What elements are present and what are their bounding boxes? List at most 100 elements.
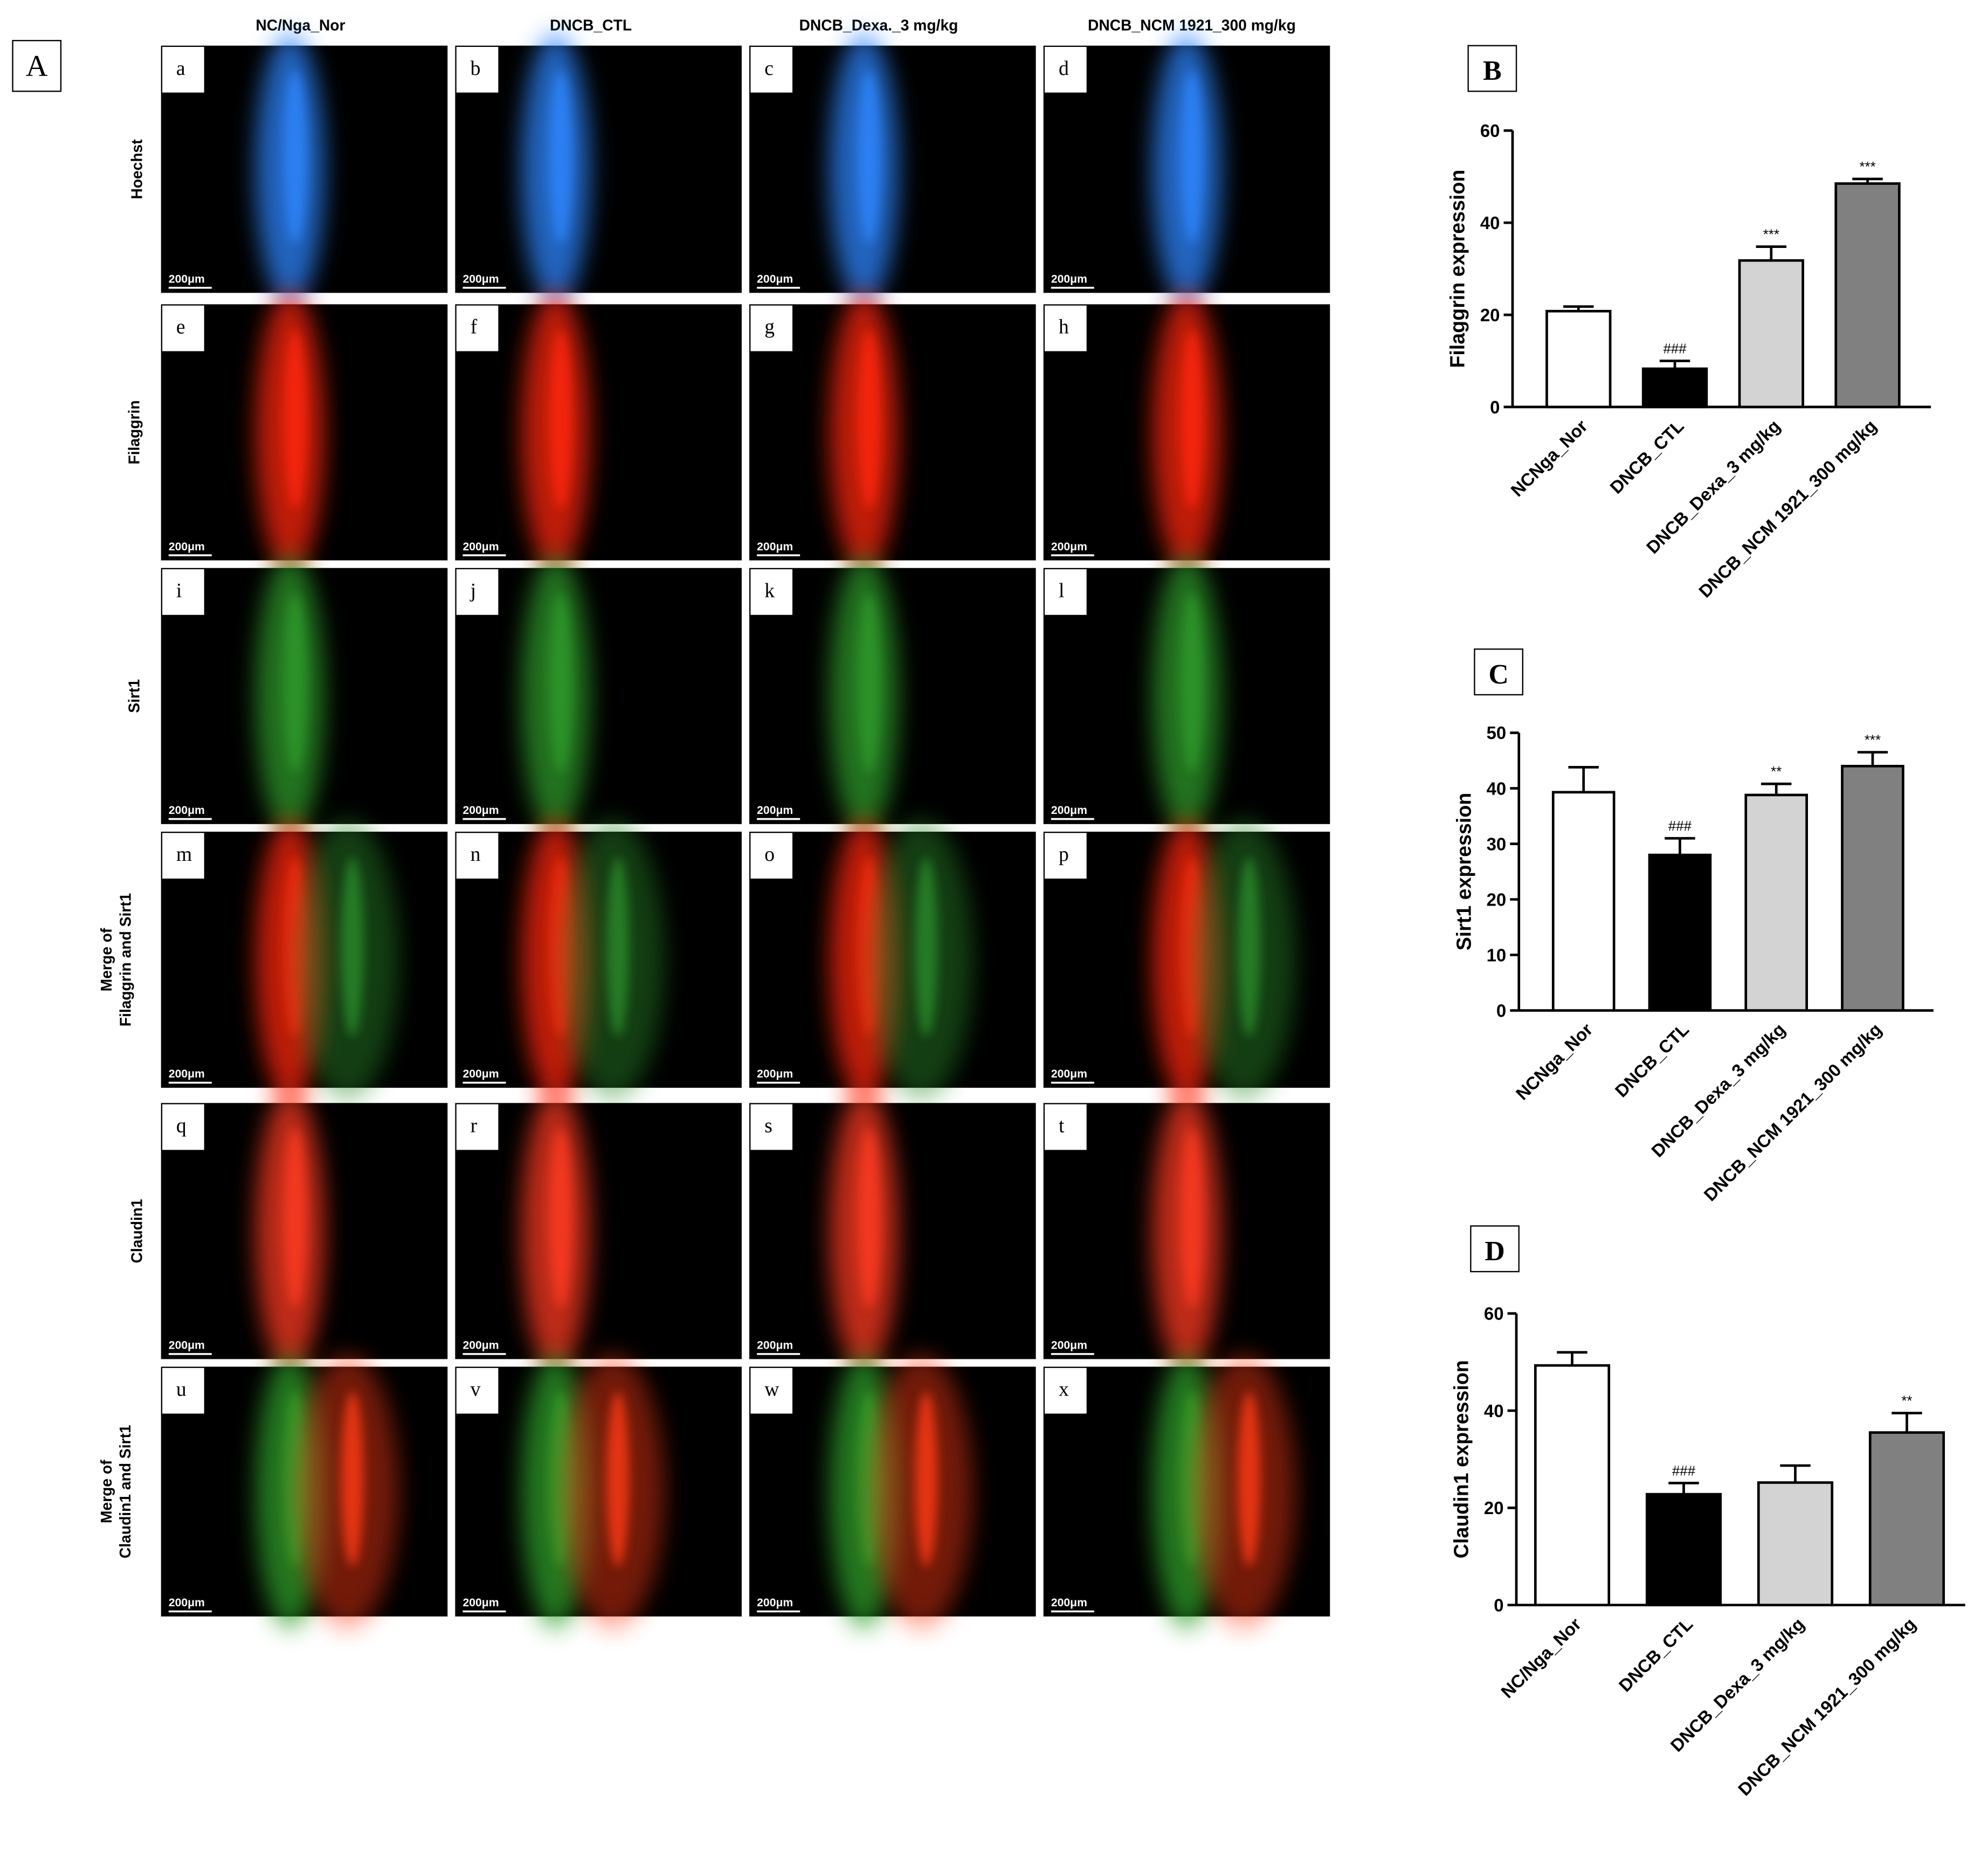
significance: ### [1663, 341, 1687, 356]
panel-letter-box [750, 833, 793, 879]
panel-letter-box [1045, 569, 1087, 615]
x-tick-label: DNCB_NCM 1921_300 mg/kg [1700, 1019, 1885, 1205]
bar [1868, 1431, 1945, 1607]
micrograph: r 200μm [455, 1090, 742, 1372]
y-tick-label: 40 [1487, 778, 1507, 798]
micrograph: q 200μm [161, 1090, 448, 1372]
y-axis-label: Filaggrin expression [1446, 170, 1469, 368]
micrograph: s 200μm [749, 1090, 1036, 1372]
stain-core [284, 593, 307, 773]
bar [1641, 367, 1708, 409]
micrograph: k 200μm [749, 555, 1036, 837]
micrograph: f 200μm [455, 291, 742, 574]
y-tick-label: 20 [1480, 305, 1500, 325]
scale-bar-label: 200μm [757, 1597, 793, 1609]
panel-letter: q [176, 1114, 187, 1137]
panel-letter: r [471, 1114, 478, 1137]
micrograph: x 200μm [1043, 1354, 1330, 1629]
stain-core [857, 70, 881, 244]
panel-letter: j [470, 579, 476, 602]
bar [1841, 764, 1904, 1012]
stain-core [549, 70, 572, 244]
scale-bar-label: 200μm [757, 1339, 793, 1352]
x-tick-label: DNCB_NCM 1921_300 mg/kg [1734, 1614, 1920, 1799]
panel-letter: o [764, 843, 775, 866]
scale-bar-label: 200μm [169, 1068, 205, 1080]
stain-core [549, 593, 572, 773]
panel-label: A [26, 50, 48, 83]
column-header: DNCB_NCM 1921_300 mg/kg [1088, 16, 1296, 33]
y-tick-label: 60 [1480, 121, 1500, 141]
panel-letter-box [162, 1367, 204, 1414]
bar [1834, 182, 1901, 409]
panel-letter-box [750, 569, 793, 615]
panel-letter: h [1059, 316, 1069, 339]
scale-bar-label: 200μm [757, 1068, 793, 1080]
panel-letter-box [1045, 1367, 1087, 1414]
micrograph: b 200μm [455, 33, 742, 306]
scale-bar-label: 200μm [757, 804, 793, 817]
panel-letter-box [750, 1104, 793, 1150]
scale-bar-label: 200μm [463, 804, 499, 817]
scale-bar-label: 200μm [757, 541, 793, 553]
bar [1757, 1481, 1834, 1607]
scale-bar-label: 200μm [463, 1597, 499, 1609]
scale-bar-label: 200μm [757, 273, 793, 286]
micrograph-background [455, 45, 742, 293]
micrograph: n 200μm [455, 819, 742, 1101]
y-tick-label: 0 [1490, 397, 1500, 417]
bar [1551, 791, 1616, 1012]
micrograph: t 200μm [1043, 1090, 1330, 1372]
panel-letter-box [750, 1367, 793, 1414]
x-tick-label: NC/Nga_Nor [1497, 1614, 1585, 1702]
panel-letter: u [176, 1378, 187, 1401]
scale-bar-label: 200μm [169, 1597, 205, 1609]
label-box [12, 40, 62, 92]
column-header: DNCB_CTL [550, 16, 632, 33]
significance: ### [1668, 819, 1692, 834]
panel-letter: i [176, 579, 182, 602]
panel-letter: a [176, 57, 185, 80]
bar [1648, 853, 1712, 1012]
micrograph: v 200μm [455, 1354, 742, 1629]
stain-core [284, 1128, 307, 1308]
scale-bar-label: 200μm [1051, 273, 1087, 286]
stain-core [341, 1391, 364, 1567]
micrograph-background [455, 304, 742, 561]
panel-letter-box [162, 305, 204, 351]
scale-bar-label: 200μm [463, 1339, 499, 1352]
panel-letter: f [471, 316, 478, 339]
scale-bar-label: 200μm [1051, 804, 1087, 817]
micrograph: o 200μm [749, 819, 1036, 1101]
scale-bar-label: 200μm [169, 273, 205, 286]
column-header: DNCB_Dexa._3 mg/kg [799, 16, 958, 33]
y-tick-label: 30 [1487, 834, 1507, 854]
stain-core [284, 330, 307, 509]
scale-bar-label: 200μm [1051, 541, 1087, 553]
x-tick-label: DNCB_CTL [1611, 1019, 1693, 1101]
panel-letter-box [1045, 1104, 1087, 1150]
significance: *** [1763, 227, 1779, 243]
panel-letter: w [764, 1378, 779, 1401]
micrograph-background [455, 1103, 742, 1359]
row-label: Merge of [98, 928, 115, 991]
y-tick-label: 0 [1494, 1595, 1503, 1615]
panel-letter: v [471, 1378, 481, 1401]
micrograph: u 200μm [161, 1354, 448, 1629]
panel-letter-box [456, 833, 499, 879]
bar [1545, 309, 1612, 409]
y-axis-label: Sirt1 expression [1452, 793, 1475, 951]
x-tick-label: NCNga_Nor [1507, 416, 1591, 500]
x-tick-label: DNCB_NCM 1921_300 mg/kg [1695, 416, 1880, 601]
micrograph: l 200μm [1043, 555, 1330, 837]
x-tick-label: DNCB_CTL [1606, 416, 1688, 498]
panel-letter-box [1045, 47, 1087, 93]
panel-letter: l [1059, 579, 1064, 602]
y-tick-label: 20 [1484, 1498, 1504, 1518]
significance: ** [1901, 1393, 1912, 1408]
stain-core [1237, 857, 1261, 1037]
stain-core [857, 330, 881, 509]
panel-letter: s [764, 1114, 772, 1137]
y-tick-label: 40 [1480, 213, 1500, 233]
